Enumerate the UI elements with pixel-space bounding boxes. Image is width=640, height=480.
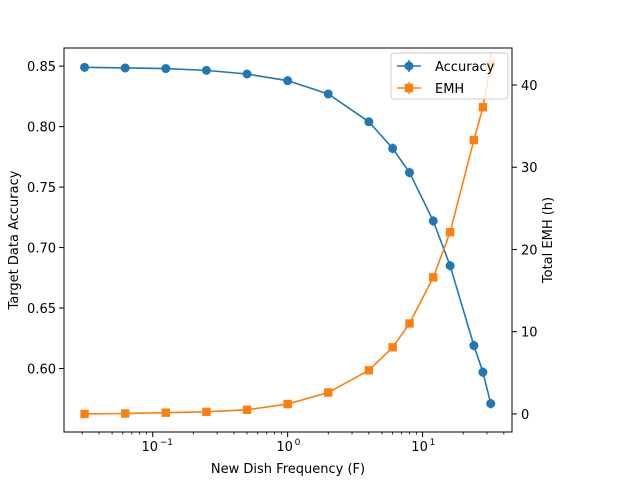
y-right-axis-title: Total EMH (h) <box>541 197 556 284</box>
emh-point <box>445 227 455 237</box>
y-right-tick-label: 40 <box>521 79 538 94</box>
emh-point <box>242 405 252 414</box>
emh-line <box>84 64 492 415</box>
emh-point <box>283 399 292 409</box>
accuracy-point <box>161 64 171 74</box>
legend-item-emh: EMH <box>397 82 464 97</box>
plot-frame <box>63 47 513 433</box>
y-right-tick-label: 10 <box>521 326 538 341</box>
x-tick-label-base: 10 <box>411 440 428 455</box>
emh-point <box>80 409 89 419</box>
legend-label: Accuracy <box>435 60 495 75</box>
accuracy-line <box>84 66 492 404</box>
accuracy-point <box>80 62 90 72</box>
accuracy-point <box>445 261 455 271</box>
accuracy-point <box>120 63 130 73</box>
y-left-tick-label: 0.70 <box>27 242 56 257</box>
accuracy-point <box>405 168 415 178</box>
series-accuracy <box>80 62 496 409</box>
x-tick-label-exponent: 1 <box>430 438 436 448</box>
emh-point <box>469 135 479 145</box>
accuracy-point <box>242 69 252 79</box>
y-left-tick-label: 0.65 <box>27 302 56 317</box>
y-left-tick-label: 0.85 <box>27 60 56 75</box>
emh-point <box>324 388 333 397</box>
accuracy-point <box>486 399 496 409</box>
emh-point <box>202 407 211 417</box>
emh-point <box>405 319 414 328</box>
legend-marker <box>404 83 414 93</box>
emh-point <box>120 409 130 418</box>
legend-item-accuracy: Accuracy <box>397 60 495 75</box>
y-left-axis-title: Target Data Accuracy <box>7 170 22 310</box>
accuracy-point <box>388 143 398 153</box>
y-left-tick-label: 0.80 <box>27 121 56 136</box>
x-axis-title: New Dish Frequency (F) <box>211 462 365 477</box>
series-emh <box>80 52 495 419</box>
x-tick-label-base: 10 <box>141 440 158 455</box>
accuracy-point <box>428 216 438 226</box>
accuracy-point <box>469 341 479 351</box>
accuracy-point <box>364 117 374 127</box>
emh-point <box>478 103 488 112</box>
emh-point <box>429 273 438 282</box>
legend-label: EMH <box>435 82 464 97</box>
emh-point <box>364 366 374 375</box>
x-tick-label-exponent: 0 <box>295 438 301 448</box>
y-left-tick-label: 0.75 <box>27 181 56 196</box>
y-right-tick-label: 30 <box>521 161 538 176</box>
accuracy-point <box>283 76 293 86</box>
accuracy-point <box>201 65 211 75</box>
accuracy-point <box>323 89 333 99</box>
y-left-tick-label: 0.60 <box>27 363 56 378</box>
emh-point <box>161 408 171 417</box>
accuracy-point <box>478 367 488 377</box>
x-tick-label-exponent: −1 <box>160 438 173 448</box>
y-right-tick-label: 20 <box>521 243 538 258</box>
y-right-tick-label: 0 <box>521 408 529 423</box>
emh-point <box>388 343 397 352</box>
legend-marker <box>404 61 414 71</box>
legend: Accuracy EMH <box>390 52 509 100</box>
x-tick-label-base: 10 <box>276 440 293 455</box>
